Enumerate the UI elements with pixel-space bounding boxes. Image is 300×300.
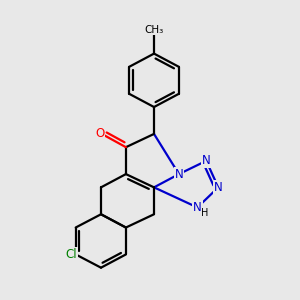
Text: N: N (193, 201, 202, 214)
Text: CH₃: CH₃ (144, 25, 164, 34)
Text: O: O (95, 128, 104, 140)
Text: Cl: Cl (65, 248, 77, 261)
Text: N: N (202, 154, 211, 167)
Text: N: N (175, 168, 183, 181)
Text: N: N (214, 181, 223, 194)
Text: H: H (201, 208, 208, 218)
